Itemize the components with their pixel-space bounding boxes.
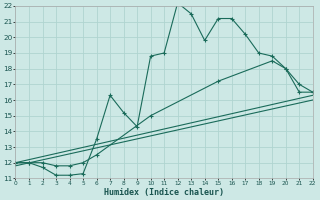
X-axis label: Humidex (Indice chaleur): Humidex (Indice chaleur) — [104, 188, 224, 197]
